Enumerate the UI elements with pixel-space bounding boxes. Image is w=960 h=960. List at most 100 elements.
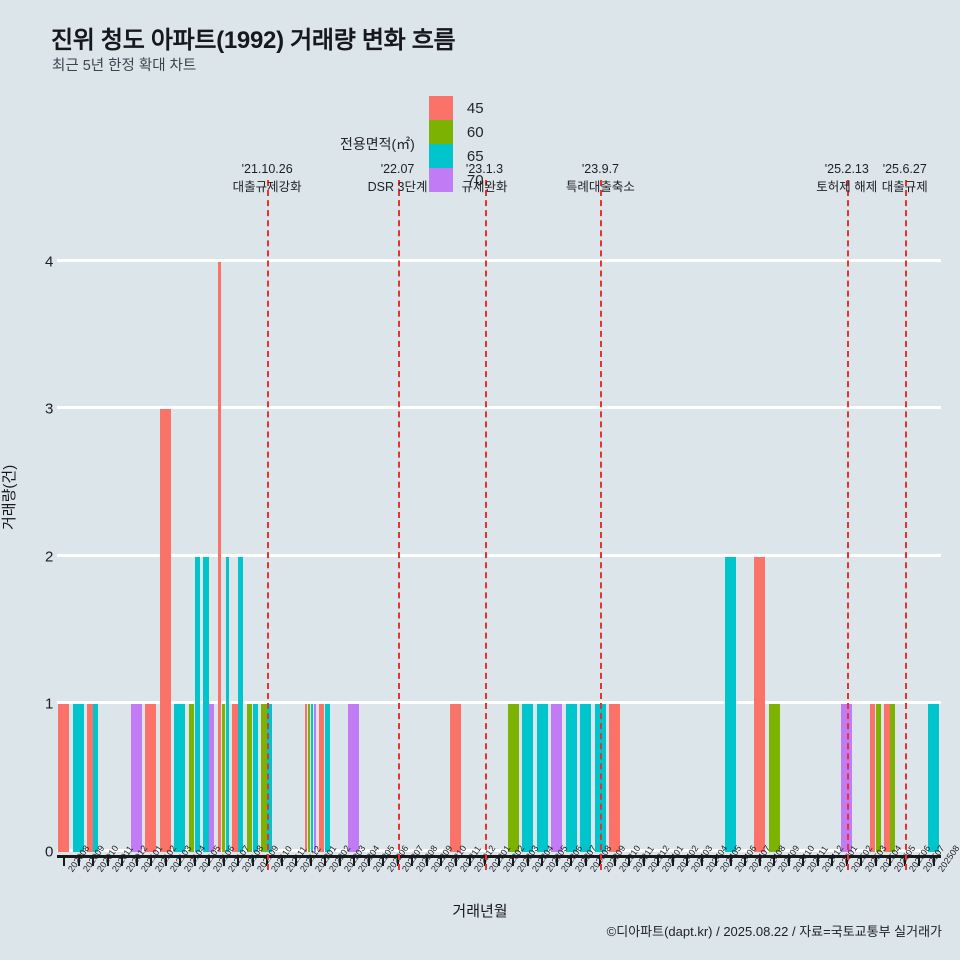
x-axis-tick: [150, 855, 153, 866]
gridline: [57, 553, 941, 557]
bar-202101-70[interactable]: [130, 704, 142, 852]
bar-series-layer: [57, 210, 941, 852]
event-label-202301: '23.1.3 규제완화: [461, 160, 507, 196]
event-text: 대출규제강화: [232, 180, 302, 195]
x-axis-tick: [628, 855, 631, 866]
bar-202508-65[interactable]: [927, 704, 939, 852]
event-text: DSR 3단계: [367, 180, 428, 195]
legend-label: 70: [466, 171, 484, 189]
x-axis-tick: [280, 855, 283, 866]
bar-202202-65[interactable]: [325, 704, 331, 852]
event-label-202309: '23.9.7 특례대출축소: [566, 160, 635, 196]
bar-202102-45[interactable]: [145, 704, 157, 852]
event-date: '25.6.27: [882, 162, 927, 176]
bar-202105-60[interactable]: [188, 704, 195, 852]
bar-202108-65[interactable]: [238, 556, 244, 852]
bar-202408-45[interactable]: [754, 556, 766, 852]
x-axis-tick: [918, 855, 921, 866]
bar-202409-60[interactable]: [768, 704, 780, 852]
bar-202201-70[interactable]: [313, 704, 316, 852]
x-axis-tick: [164, 855, 167, 866]
bar-202306-70[interactable]: [551, 704, 563, 852]
x-axis-tick: [715, 855, 718, 866]
x-axis-tick: [208, 855, 211, 866]
bar-202106-70[interactable]: [209, 704, 215, 852]
x-axis-tick: [584, 855, 587, 866]
bar-202009-65[interactable]: [72, 704, 84, 852]
x-axis-tick: [686, 855, 689, 866]
event-text: 대출규제: [881, 180, 928, 195]
bar-202110-65[interactable]: [267, 704, 273, 852]
bar-202201-45[interactable]: [304, 704, 308, 852]
bar-202110-60[interactable]: [261, 704, 267, 852]
legend-entry-65[interactable]: 65: [428, 144, 502, 168]
bar-202109-65[interactable]: [252, 704, 258, 852]
bar-202103-45[interactable]: [159, 409, 171, 852]
bar-202307-65[interactable]: [565, 704, 577, 852]
bar-202303-60[interactable]: [507, 704, 519, 852]
bar-202502-70[interactable]: [841, 704, 852, 852]
bar-202104-65[interactable]: [174, 704, 186, 852]
bar-202201-60[interactable]: [307, 704, 310, 852]
bar-202204-70[interactable]: [348, 704, 360, 852]
y-axis-title: 거래량(건): [1, 464, 18, 530]
bar-202211-45[interactable]: [449, 704, 461, 852]
x-axis-tick: [135, 855, 138, 866]
x-axis-title: 거래년월: [452, 903, 508, 920]
legend-entry-45[interactable]: 45: [428, 96, 502, 120]
bar-202308-65[interactable]: [580, 704, 592, 852]
bar-202109-60[interactable]: [246, 704, 253, 852]
gridline: [57, 701, 941, 705]
bar-202504-60[interactable]: [875, 704, 881, 852]
bar-202406-65[interactable]: [725, 556, 737, 852]
bar-202201-65[interactable]: [310, 704, 313, 852]
x-axis-tick: [338, 855, 341, 866]
bar-202010-65[interactable]: [93, 704, 99, 852]
x-axis-tick: [671, 855, 674, 866]
bar-202309-65[interactable]: [594, 704, 606, 852]
x-axis-tick: [411, 855, 414, 866]
x-axis-tick: [106, 855, 109, 866]
legend-label: 60: [466, 123, 484, 141]
x-axis-tick: [758, 855, 761, 866]
legend-entry-70[interactable]: 70: [428, 168, 502, 192]
x-axis-tick: [541, 855, 544, 866]
x-axis-tick: [179, 855, 182, 866]
gridline: [57, 406, 941, 410]
x-axis-tick: [251, 855, 254, 866]
x-axis-tick: [657, 855, 660, 866]
legend-swatch-icon: [428, 168, 453, 192]
bar-202504-45[interactable]: [869, 704, 876, 852]
x-axis-tick: [642, 855, 645, 866]
bar-202108-45[interactable]: [232, 704, 238, 852]
chart-legend: 전용면적(㎡) 45 60 65 70: [340, 96, 508, 192]
bar-202505-60[interactable]: [890, 704, 896, 852]
legend-entry-60[interactable]: 60: [428, 120, 502, 144]
x-axis-tick: [77, 855, 80, 866]
x-axis-tick: [425, 855, 428, 866]
event-text: 토허제 해제: [816, 180, 878, 195]
event-label-202207: '22.07 DSR 3단계: [368, 160, 428, 196]
bar-202304-65[interactable]: [522, 704, 534, 852]
bar-202010-45[interactable]: [87, 704, 93, 852]
event-line-202309: [600, 180, 603, 870]
bar-202505-45[interactable]: [884, 704, 890, 852]
page-title: 진위 청도 아파트(1992) 거래량 변화 흐름: [51, 27, 456, 54]
x-axis-tick: [222, 855, 225, 866]
bar-202310-45[interactable]: [609, 704, 621, 852]
bar-202105-65[interactable]: [194, 556, 200, 852]
x-axis-tick: [932, 855, 935, 866]
bar-202107-60[interactable]: [221, 704, 225, 852]
bar-202202-45[interactable]: [319, 704, 325, 852]
bar-202106-65[interactable]: [203, 556, 209, 852]
bar-202107-45[interactable]: [217, 261, 222, 852]
bar-202008-45[interactable]: [58, 704, 70, 852]
legend-swatch-icon: [428, 96, 453, 120]
x-axis-tick: [498, 855, 500, 866]
x-axis-tick: [773, 855, 776, 866]
event-date: '25.2.13: [824, 162, 869, 176]
event-label-202502: '25.2.13 토허제 해제: [816, 160, 877, 196]
page-subtitle: 최근 5년 한정 확대 차트: [52, 58, 197, 74]
bar-202107-65[interactable]: [225, 556, 229, 852]
bar-202305-65[interactable]: [536, 704, 548, 852]
